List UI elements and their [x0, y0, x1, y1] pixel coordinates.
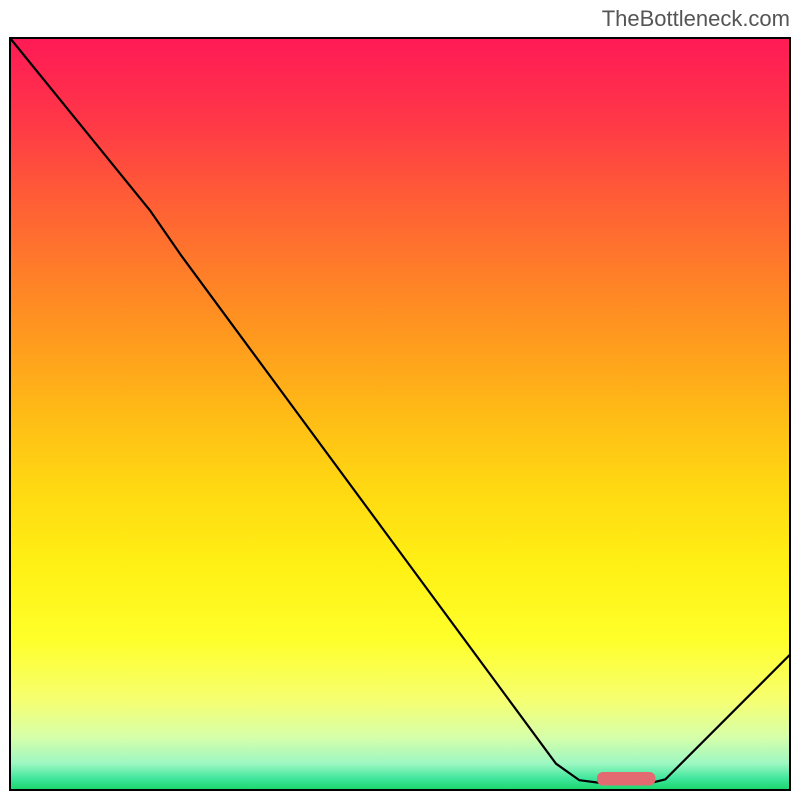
plot-background [10, 38, 790, 790]
watermark-text: TheBottleneck.com [602, 6, 790, 32]
chart-svg [0, 0, 800, 800]
bottleneck-chart: TheBottleneck.com [0, 0, 800, 800]
optimal-marker [597, 772, 656, 786]
